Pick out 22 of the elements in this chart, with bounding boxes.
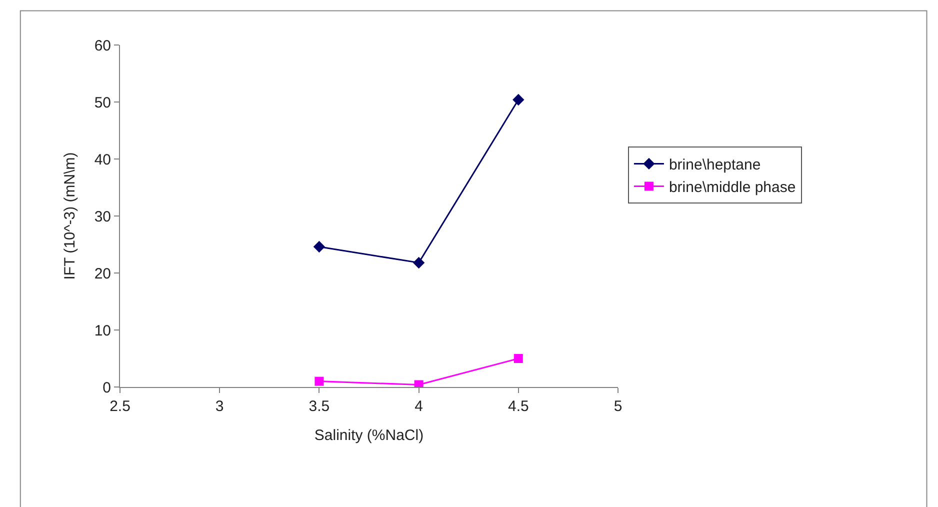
y-tick-label: 10 xyxy=(94,322,111,340)
x-tick-label: 3.5 xyxy=(308,398,330,415)
point xyxy=(514,354,523,363)
y-tick-label: 40 xyxy=(94,151,111,168)
legend-label: brine\middle phase xyxy=(668,179,796,196)
y-tick-label: 20 xyxy=(94,265,111,282)
x-axis-title: Salinity (%NaCl) xyxy=(314,427,424,444)
y-tick-label: 50 xyxy=(94,94,111,112)
x-tick-label: 4 xyxy=(414,398,423,415)
legend-label: brine\heptane xyxy=(668,156,761,174)
x-tick-label: 4.5 xyxy=(508,398,529,415)
point xyxy=(314,376,324,386)
y-tick-label: 0 xyxy=(102,379,111,396)
point xyxy=(412,256,425,269)
x-tick-label: 5 xyxy=(614,398,622,415)
x-tick-label: 3 xyxy=(215,398,224,415)
point xyxy=(313,240,326,253)
y-tick-label: 30 xyxy=(94,208,111,226)
y-axis-title: IFT (10^-3) (mN\m) xyxy=(62,152,79,280)
y-tick-label: 60 xyxy=(94,37,111,54)
x-tick-label: 2.5 xyxy=(110,398,130,415)
point xyxy=(512,94,524,106)
